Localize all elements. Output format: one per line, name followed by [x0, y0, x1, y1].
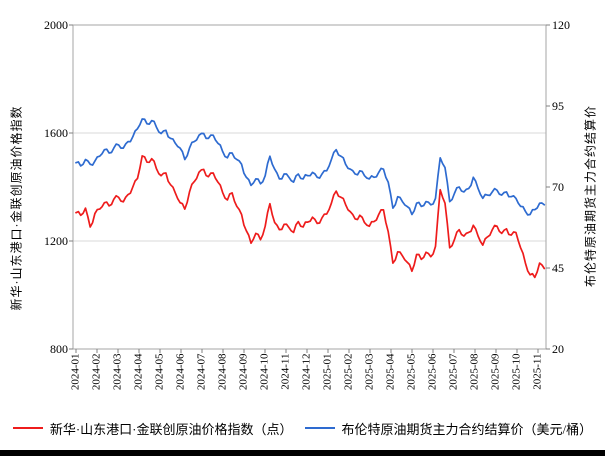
x-axis-tick-label: 2025-06 [426, 353, 439, 391]
x-axis-tick-label: 2025-10 [510, 353, 523, 391]
legend-label-index: 新华·山东港口·金联创原油价格指数（点） [49, 421, 293, 437]
x-axis-tick-label: 2025-04 [384, 353, 397, 391]
x-axis-tick-label: 2025-11 [531, 353, 544, 390]
x-axis-tick-label: 2025-01 [321, 353, 334, 391]
right-axis-tick-label: 20 [552, 342, 564, 356]
series-line [75, 118, 546, 216]
legend-item-index: 新华·山东港口·金联创原油价格指数（点） [12, 419, 293, 438]
right-axis-tick-label: 95 [552, 99, 564, 113]
x-axis-tick-label: 2024-02 [90, 353, 103, 391]
x-axis-tick-label: 2024-01 [69, 353, 82, 391]
legend-label-brent: 布伦特原油期货主力合约结算价（美元/桶） [341, 421, 593, 437]
left-axis-tick-label: 1600 [44, 126, 68, 140]
x-axis-tick-label: 2024-04 [132, 353, 145, 391]
x-axis-tick-label: 2024-11 [279, 353, 292, 390]
legend: 新华·山东港口·金联创原油价格指数（点） 布伦特原油期货主力合约结算价（美元/桶… [0, 418, 605, 438]
right-axis-tick-label: 45 [552, 261, 564, 275]
x-axis-tick-label: 2024-12 [300, 353, 313, 391]
x-axis-tick-label: 2025-03 [363, 353, 376, 391]
left-axis-tick-label: 1200 [44, 234, 68, 248]
left-axis-tick-label: 800 [50, 342, 68, 356]
x-axis-tick-label: 2025-09 [489, 353, 502, 391]
x-axis-tick-label: 2024-09 [237, 353, 250, 391]
x-axis-tick-label: 2024-06 [174, 353, 187, 391]
series-line [75, 155, 546, 279]
legend-item-brent: 布伦特原油期货主力合约结算价（美元/桶） [304, 419, 593, 438]
x-axis-tick-label: 2024-10 [258, 353, 271, 391]
x-axis-tick-label: 2025-05 [405, 353, 418, 391]
x-axis-tick-label: 2024-05 [153, 353, 166, 391]
right-axis-tick-label: 70 [552, 180, 564, 194]
x-axis-tick-label: 2025-08 [468, 353, 481, 391]
x-axis-tick-label: 2024-07 [195, 353, 208, 391]
x-axis-tick-label: 2024-08 [216, 353, 229, 391]
left-axis-tick-label: 2000 [44, 18, 68, 32]
blue-line-swatch [304, 427, 335, 429]
x-axis-tick-label: 2024-03 [111, 353, 124, 391]
x-axis-tick-label: 2025-02 [342, 353, 355, 391]
x-axis-tick-label: 2025-07 [447, 353, 460, 391]
bottom-border-bar [0, 450, 605, 456]
right-axis-tick-label: 120 [552, 18, 570, 32]
red-line-swatch [12, 427, 43, 429]
